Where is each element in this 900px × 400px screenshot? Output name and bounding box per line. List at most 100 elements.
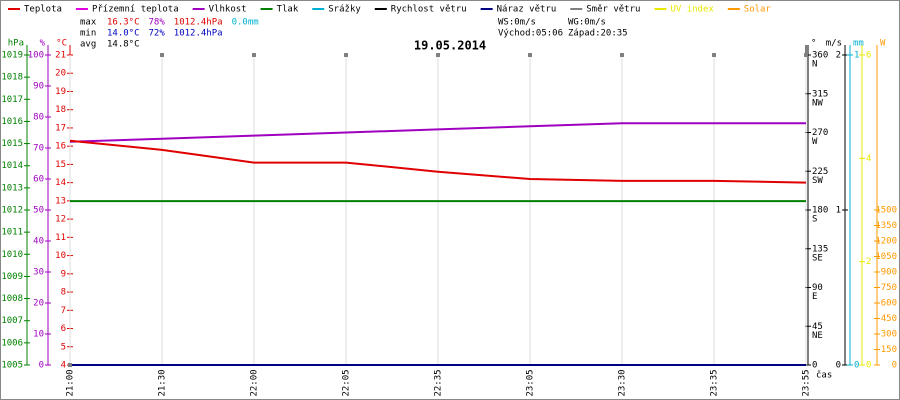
x-tick-label: 22:35 bbox=[434, 369, 444, 396]
axis-tick-label: 19 bbox=[55, 87, 66, 97]
axis-unit: °C bbox=[56, 39, 67, 49]
axis-tick-label: 7 bbox=[61, 306, 66, 316]
axis-tick-label: 600 bbox=[881, 299, 897, 309]
legend-label: Teplota bbox=[24, 5, 62, 15]
wind-info: WG:0m/s bbox=[568, 18, 606, 28]
axis-tick-label: 90 bbox=[33, 82, 44, 92]
axis-tick-label: 315 bbox=[812, 89, 828, 99]
wind-dir-point bbox=[160, 53, 164, 57]
stat-value: 16.3°C bbox=[107, 18, 140, 28]
axis-tick-label: 80 bbox=[33, 113, 44, 123]
stat-value: 72% bbox=[149, 29, 166, 39]
axis-unit: hPa bbox=[8, 39, 24, 49]
axis-tick-label: 4 bbox=[61, 361, 66, 371]
axis-unit: ° bbox=[811, 39, 816, 49]
axis-tick-label: 18 bbox=[55, 105, 66, 115]
legend-label: Vlhkost bbox=[209, 5, 247, 15]
stat-value: 1012.4hPa bbox=[174, 18, 223, 28]
wind-dir-point bbox=[436, 53, 440, 57]
axis-tick-label: 5 bbox=[61, 342, 66, 352]
axis-tick-label: 1009 bbox=[1, 272, 23, 282]
axis-tick-label: 1007 bbox=[1, 316, 23, 326]
axis-tick-label: 1005 bbox=[1, 361, 23, 371]
axis-tick-label: 12 bbox=[55, 215, 66, 225]
axis-tick-label: 0 bbox=[812, 361, 817, 371]
axis-unit: W bbox=[880, 39, 886, 49]
axis-tick-label: 1017 bbox=[1, 95, 23, 105]
axis-tick-label: 1010 bbox=[1, 250, 23, 260]
stat-value: 14.8°C bbox=[107, 40, 140, 50]
sun-info: Východ:05:06 bbox=[498, 29, 563, 39]
axis-tick-label: 15 bbox=[55, 160, 66, 170]
axis-tick-label: 1008 bbox=[1, 294, 23, 304]
axis-tick-label: 30 bbox=[33, 268, 44, 278]
axis-tick-label: 150 bbox=[881, 345, 897, 355]
wind-dir-point bbox=[712, 53, 716, 57]
axis-tick-label: 10 bbox=[55, 251, 66, 261]
axis-tick-label: 180 bbox=[812, 206, 828, 216]
axis-tick-label: 100 bbox=[28, 51, 44, 61]
axis-tick-label: 21 bbox=[55, 51, 66, 61]
axis-tick-label: 0 bbox=[866, 361, 871, 371]
stat-label: avg bbox=[80, 40, 96, 50]
axis-tick-label: 1015 bbox=[1, 139, 23, 149]
axis-tick-label: 1016 bbox=[1, 117, 23, 127]
axis-tick-label: 225 bbox=[812, 167, 828, 177]
legend-label: Směr větru bbox=[586, 5, 640, 15]
axis-tick-label: 45 bbox=[812, 322, 823, 332]
axis-tick-label: 20 bbox=[33, 299, 44, 309]
legend-label: Náraz větru bbox=[497, 5, 557, 15]
stat-value: 0.0mm bbox=[232, 18, 259, 28]
series-line bbox=[69, 139, 807, 184]
stat-value: 14.0°C bbox=[107, 29, 140, 39]
legend-label: Přízemní teplota bbox=[92, 5, 179, 15]
legend-label: Tlak bbox=[277, 5, 299, 15]
axis-tick-label: 750 bbox=[881, 283, 897, 293]
wind-dir-point bbox=[68, 363, 72, 367]
stat-value: 1012.4hPa bbox=[174, 29, 223, 39]
axis-tick-label: 300 bbox=[881, 330, 897, 340]
axis-tick-label: 0 bbox=[836, 361, 841, 371]
axis-tick-note: NW bbox=[812, 98, 823, 108]
stat-label: min bbox=[80, 29, 96, 39]
axis-tick-label: 360 bbox=[812, 51, 828, 61]
x-tick-label: 23:30 bbox=[618, 369, 628, 396]
x-tick-label: 23:55 bbox=[802, 369, 812, 396]
axis-tick-label: 1013 bbox=[1, 183, 23, 193]
axis-tick-label: 1011 bbox=[1, 228, 23, 238]
axis-tick-label: 450 bbox=[881, 314, 897, 324]
axis-tick-label: 1200 bbox=[875, 237, 897, 247]
axis-tick-label: 20 bbox=[55, 69, 66, 79]
x-tick-label: 21:30 bbox=[158, 369, 168, 396]
axis-tick-label: 135 bbox=[812, 244, 828, 254]
axis-tick-note: SE bbox=[812, 253, 823, 263]
axis-tick-label: 90 bbox=[812, 283, 823, 293]
sun-info: Západ:20:35 bbox=[568, 29, 628, 39]
axis-tick-label: 1018 bbox=[1, 73, 23, 83]
axis-tick-label: 9 bbox=[61, 269, 66, 279]
axis-tick-label: 1012 bbox=[1, 206, 23, 216]
axis-tick-label: 11 bbox=[55, 233, 66, 243]
axis-tick-label: 0 bbox=[39, 361, 44, 371]
wind-info: WS:0m/s bbox=[498, 18, 536, 28]
stat-label: max bbox=[80, 18, 97, 28]
x-tick-label: 23:05 bbox=[526, 369, 536, 396]
axis-tick-note: E bbox=[812, 292, 817, 302]
axis-unit: mm bbox=[853, 39, 864, 49]
legend-label: Solar bbox=[744, 5, 772, 15]
x-tick-label: 23:35 bbox=[710, 369, 720, 396]
axis-tick-label: 1 bbox=[836, 206, 841, 216]
axis-tick-label: 270 bbox=[812, 128, 828, 138]
wind-dir-point bbox=[620, 53, 624, 57]
axis-tick-label: 60 bbox=[33, 175, 44, 185]
axis-tick-label: 1014 bbox=[1, 161, 23, 171]
axis-tick-label: 17 bbox=[55, 123, 66, 133]
axis-unit: % bbox=[40, 39, 46, 49]
axis-tick-label: 70 bbox=[33, 144, 44, 154]
axis-tick-label: 50 bbox=[33, 206, 44, 216]
axis-tick-label: 1006 bbox=[1, 338, 23, 348]
series-line bbox=[69, 122, 806, 143]
x-tick-label: 21:00 bbox=[66, 369, 76, 396]
